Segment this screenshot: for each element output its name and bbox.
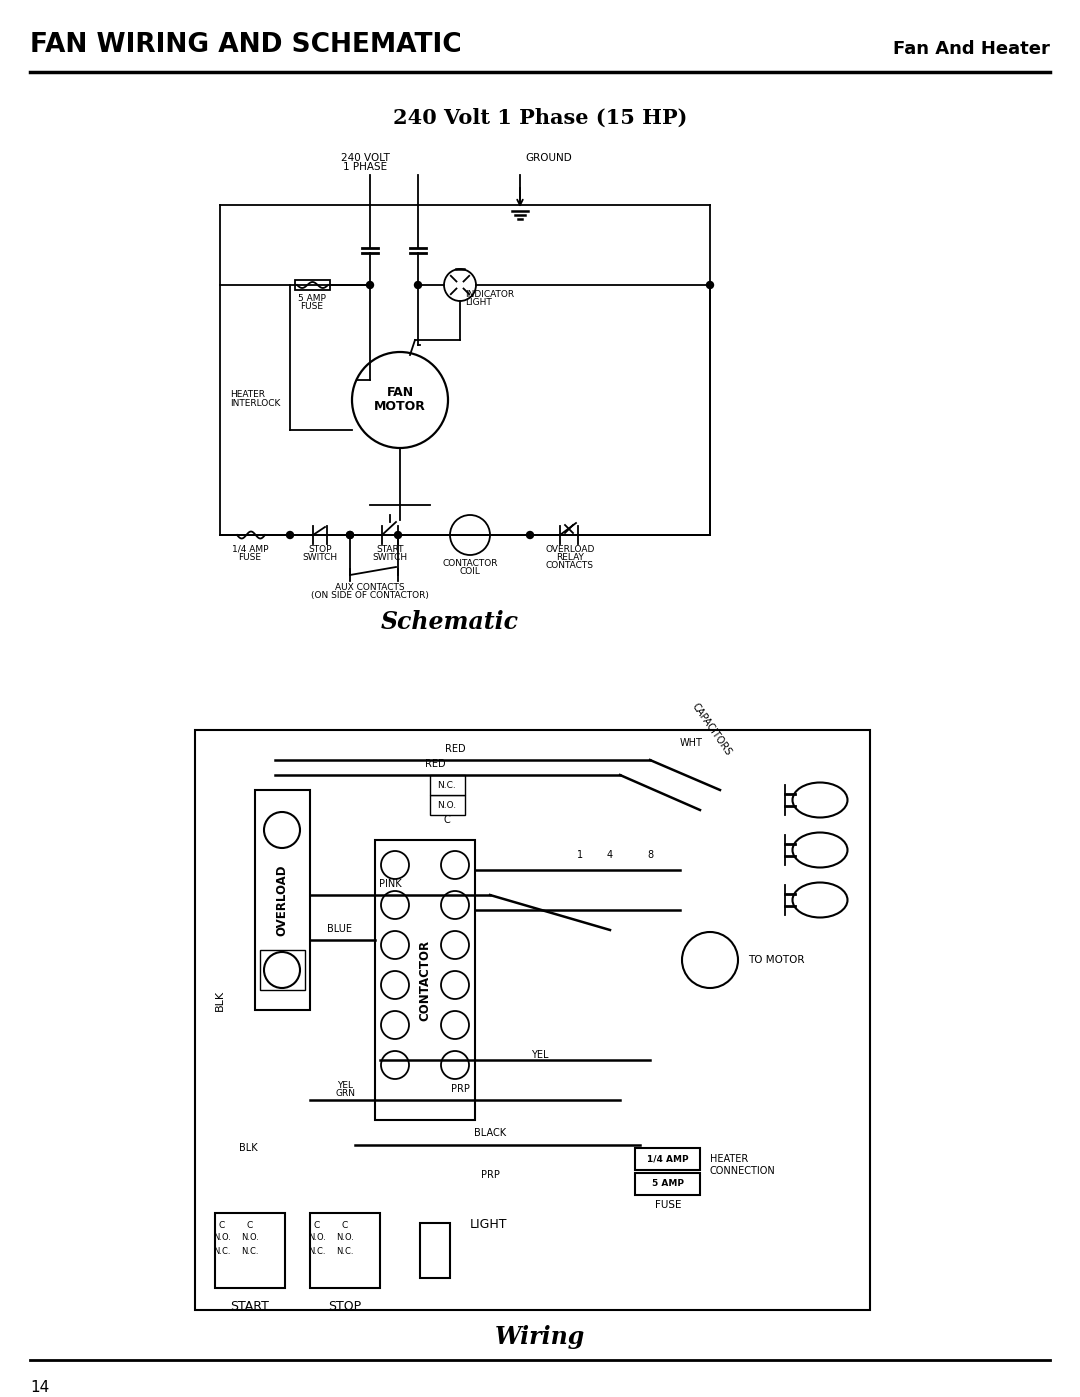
Text: MOTOR: MOTOR (374, 401, 426, 414)
Text: N.O.: N.O. (213, 1234, 231, 1242)
Text: CONTACTOR: CONTACTOR (419, 939, 432, 1021)
Text: N.C.: N.C. (437, 781, 457, 789)
Bar (215, 1213, 285, 1288)
Text: CONTACTOR: CONTACTOR (442, 559, 498, 569)
Text: RED: RED (424, 759, 445, 768)
Text: FUSE: FUSE (300, 302, 324, 312)
Bar (635, 1173, 700, 1194)
Circle shape (527, 531, 534, 538)
Text: BLK: BLK (239, 1143, 257, 1153)
Text: STOP: STOP (308, 545, 332, 555)
Text: N.C.: N.C. (308, 1246, 326, 1256)
Text: C: C (444, 814, 450, 826)
Ellipse shape (793, 782, 848, 817)
Text: PINK: PINK (379, 879, 402, 888)
Text: YEL: YEL (531, 1051, 549, 1060)
Text: SWITCH: SWITCH (373, 553, 407, 562)
Text: LIGHT: LIGHT (465, 298, 491, 307)
Text: Schematic: Schematic (381, 610, 519, 634)
Ellipse shape (793, 883, 848, 918)
Bar (260, 950, 305, 990)
Circle shape (347, 531, 353, 538)
Text: STOP: STOP (328, 1301, 362, 1313)
Text: OVERLOAD: OVERLOAD (545, 545, 595, 555)
Text: SWITCH: SWITCH (302, 553, 338, 562)
Circle shape (286, 531, 294, 538)
Text: 4: 4 (607, 849, 613, 861)
Bar (430, 795, 465, 814)
Circle shape (366, 282, 374, 289)
Bar (635, 1148, 700, 1171)
Text: 240 Volt 1 Phase (15 HP): 240 Volt 1 Phase (15 HP) (393, 108, 687, 129)
Text: TO MOTOR: TO MOTOR (748, 956, 805, 965)
Text: 5 AMP: 5 AMP (298, 293, 326, 303)
Text: 1: 1 (577, 849, 583, 861)
Text: N.O.: N.O. (437, 800, 457, 809)
Text: CONNECTION: CONNECTION (710, 1166, 775, 1176)
Text: N.C.: N.C. (213, 1246, 231, 1256)
Text: GROUND: GROUND (525, 154, 571, 163)
Text: C: C (314, 1221, 320, 1229)
Circle shape (394, 531, 402, 538)
Text: YEL: YEL (337, 1080, 353, 1090)
Text: WHT: WHT (680, 738, 703, 747)
Bar (195, 731, 870, 1310)
Text: INDICATOR: INDICATOR (465, 291, 514, 299)
Text: N.O.: N.O. (308, 1234, 326, 1242)
Text: INTERLOCK: INTERLOCK (230, 400, 281, 408)
Text: RED: RED (445, 745, 465, 754)
Text: N.O.: N.O. (241, 1234, 259, 1242)
Text: LIGHT: LIGHT (470, 1218, 508, 1231)
Text: CAPACITORS: CAPACITORS (690, 701, 733, 757)
Text: 1 PHASE: 1 PHASE (343, 162, 387, 172)
Text: FAN: FAN (387, 387, 414, 400)
Text: C: C (247, 1221, 253, 1229)
Text: FUSE: FUSE (239, 553, 261, 562)
Text: C: C (342, 1221, 348, 1229)
Circle shape (347, 531, 353, 538)
Bar (310, 1213, 380, 1288)
Text: N.O.: N.O. (336, 1234, 354, 1242)
Text: HEATER: HEATER (710, 1154, 748, 1164)
Text: HEATER: HEATER (230, 390, 265, 400)
Text: FAN WIRING AND SCHEMATIC: FAN WIRING AND SCHEMATIC (30, 32, 461, 59)
Text: BLK: BLK (215, 989, 225, 1010)
Text: BLUE: BLUE (327, 923, 352, 935)
Text: Fan And Heater: Fan And Heater (893, 41, 1050, 59)
Text: 1/4 AMP: 1/4 AMP (647, 1154, 689, 1164)
Text: CONTACTS: CONTACTS (546, 562, 594, 570)
Text: FUSE: FUSE (654, 1200, 681, 1210)
Text: Wiring: Wiring (495, 1324, 585, 1350)
Text: 1/4 AMP: 1/4 AMP (232, 545, 268, 555)
Text: RELAY: RELAY (556, 553, 584, 562)
Text: START: START (376, 545, 404, 555)
Text: 8: 8 (647, 849, 653, 861)
Text: N.C.: N.C. (336, 1246, 354, 1256)
Bar (430, 775, 465, 795)
Bar (255, 789, 310, 1010)
Text: COIL: COIL (460, 567, 481, 576)
Text: 240 VOLT: 240 VOLT (340, 154, 390, 163)
Bar (295, 279, 330, 291)
Circle shape (415, 282, 421, 289)
Text: (ON SIDE OF CONTACTOR): (ON SIDE OF CONTACTOR) (311, 591, 429, 599)
Text: PRP: PRP (450, 1084, 470, 1094)
Text: OVERLOAD: OVERLOAD (275, 865, 288, 936)
Bar (420, 1222, 450, 1278)
Text: START: START (230, 1301, 269, 1313)
Bar (375, 840, 475, 1120)
Text: 14: 14 (30, 1380, 50, 1396)
Circle shape (706, 282, 714, 289)
Text: 5 AMP: 5 AMP (652, 1179, 684, 1189)
Text: PRP: PRP (481, 1171, 499, 1180)
Text: GRN: GRN (335, 1090, 355, 1098)
Text: AUX CONTACTS: AUX CONTACTS (335, 583, 405, 592)
Text: N.C.: N.C. (241, 1246, 259, 1256)
Ellipse shape (793, 833, 848, 868)
Text: BLACK: BLACK (474, 1127, 507, 1139)
Text: C: C (219, 1221, 225, 1229)
